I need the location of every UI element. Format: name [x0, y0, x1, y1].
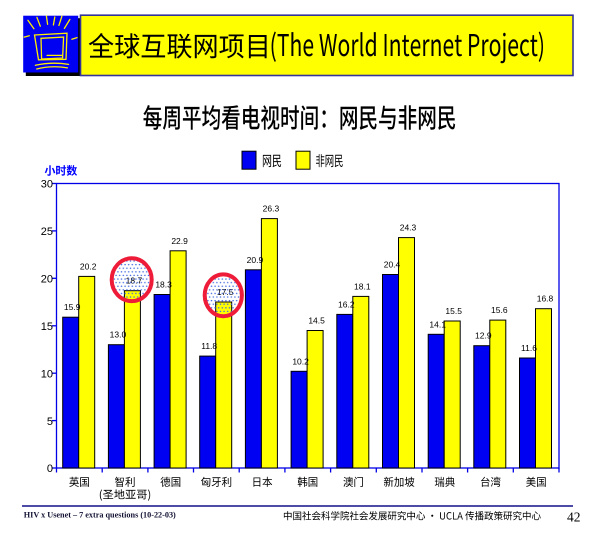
svg-text:14.5: 14.5 — [308, 316, 325, 326]
svg-text:20.4: 20.4 — [384, 260, 401, 270]
svg-text:14.1: 14.1 — [429, 319, 446, 329]
svg-text:20.2: 20.2 — [80, 261, 97, 271]
svg-text:42: 42 — [567, 510, 581, 525]
svg-text:10: 10 — [41, 368, 53, 380]
svg-text:30: 30 — [41, 179, 53, 191]
svg-text:24.3: 24.3 — [400, 223, 417, 233]
svg-text:15: 15 — [41, 321, 53, 333]
svg-text:10.2: 10.2 — [292, 356, 309, 366]
svg-text:18.1: 18.1 — [354, 281, 371, 291]
svg-text:12.9: 12.9 — [475, 331, 492, 341]
svg-text:26.3: 26.3 — [263, 204, 280, 214]
svg-text:0: 0 — [47, 463, 53, 475]
svg-text:16.8: 16.8 — [537, 294, 554, 304]
svg-text:11.8: 11.8 — [201, 341, 217, 351]
svg-text:15.5: 15.5 — [445, 306, 462, 316]
svg-text:5: 5 — [47, 416, 53, 428]
svg-text:22.9: 22.9 — [171, 236, 188, 246]
svg-text:11.6: 11.6 — [521, 343, 537, 353]
svg-text:13.0: 13.0 — [110, 330, 127, 340]
svg-text:16.2: 16.2 — [338, 299, 355, 309]
svg-text:HIV x Usenet – 7 extra questio: HIV x Usenet – 7 extra questions (10-22-… — [24, 511, 176, 520]
svg-text:15.6: 15.6 — [491, 305, 508, 315]
svg-text:20.9: 20.9 — [247, 255, 264, 265]
svg-text:20: 20 — [41, 274, 53, 286]
svg-text:25: 25 — [41, 226, 53, 238]
svg-text:18.3: 18.3 — [155, 280, 172, 290]
svg-text:15.9: 15.9 — [64, 302, 81, 312]
